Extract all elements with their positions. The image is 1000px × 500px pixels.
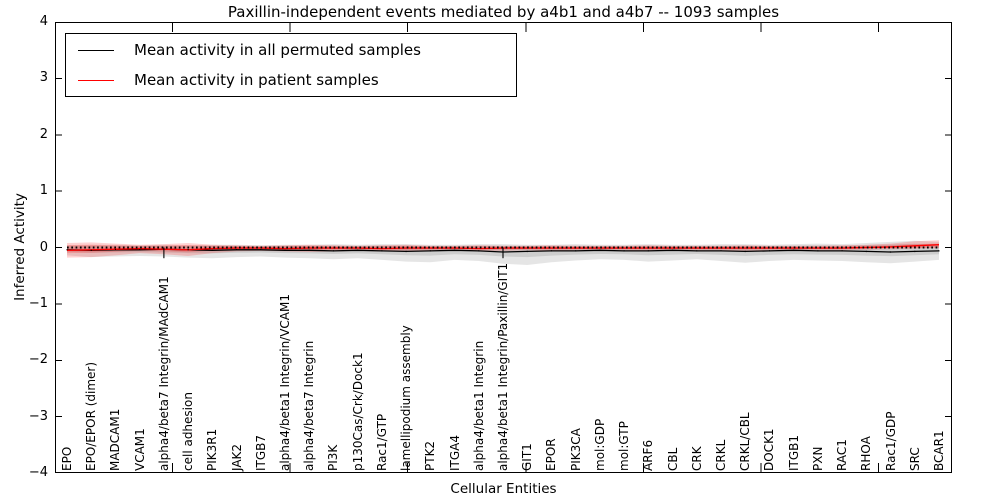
x-tick-label: mol:GTP — [617, 421, 632, 471]
y-tick-label: −4 — [28, 465, 48, 480]
x-tick-label: Rac1/GDP — [883, 411, 898, 471]
legend-box: Mean activity in all permuted samples Mea… — [65, 33, 517, 97]
x-tick-label: CRKL/CBL — [738, 412, 753, 471]
x-tick-label: cell adhesion — [181, 392, 196, 471]
x-tick-label: DOCK1 — [762, 428, 777, 471]
x-tick-label: GIT1 — [520, 443, 535, 471]
chart-title: Paxillin-independent events mediated by … — [227, 3, 780, 21]
y-tick-label: −2 — [28, 352, 48, 368]
y-tick-label: −1 — [28, 295, 48, 311]
legend-label: Mean activity in patient samples — [134, 71, 379, 89]
x-tick-label: EPOR — [544, 438, 559, 471]
y-tick-label: 1 — [39, 183, 48, 199]
plot-area — [55, 22, 952, 473]
x-tick-label: alpha4/beta7 Integrin — [302, 340, 317, 471]
legend-line-sample — [78, 49, 114, 51]
x-tick-label: VCAM1 — [132, 428, 147, 471]
x-tick-label: p130Cas/Crk/Dock1 — [350, 352, 365, 471]
x-tick-label: lamellipodium assembly — [399, 325, 414, 471]
x-tick-label: RAC1 — [835, 439, 850, 471]
legend-entry: Mean activity in all permuted samples — [66, 36, 516, 64]
x-tick-label: PI3K — [326, 444, 341, 471]
x-tick-label: alpha4/beta1 Integrin/VCAM1 — [278, 294, 292, 471]
x-tick-label: JAK2 — [229, 443, 244, 471]
x-tick-label: alpha4/beta7 Integrin/MAdCAM1 — [156, 276, 171, 471]
x-tick-label: CRK — [689, 446, 704, 471]
x-tick-label: CRKL — [714, 439, 728, 471]
x-tick-label: RHOA — [859, 436, 874, 471]
x-tick-label: BCAR1 — [932, 430, 946, 471]
axis-frame — [55, 22, 952, 473]
y-tick-label: 0 — [39, 239, 48, 255]
x-tick-label: PIK3R1 — [205, 428, 220, 471]
x-tick-label: alpha4/beta1 Integrin — [471, 340, 486, 471]
y-tick-label: −3 — [28, 408, 48, 424]
x-tick-label: ITGA4 — [447, 434, 462, 471]
x-tick-label: SRC — [907, 447, 922, 471]
x-tick-label: Rac1/GTP — [374, 413, 389, 471]
y-tick-label: 3 — [39, 70, 48, 86]
x-tick-label: EPO/EPOR (dimer) — [84, 361, 99, 471]
x-tick-label: EPO — [60, 446, 74, 471]
x-tick-label: CBL — [665, 447, 680, 471]
legend-label: Mean activity in all permuted samples — [134, 41, 421, 59]
x-tick-label: ARF6 — [641, 439, 656, 471]
x-tick-label: alpha4/beta1 Integrin/Paxillin/GIT1 — [496, 262, 510, 471]
legend-entry: Mean activity in patient samples — [66, 66, 516, 94]
x-tick-label: PXN — [810, 446, 825, 471]
x-tick-label: ITGB7 — [253, 434, 268, 471]
x-axis-label: Cellular Entities — [450, 481, 557, 497]
x-tick-label: ITGB1 — [786, 434, 801, 471]
x-tick-label: mol:GDP — [592, 418, 607, 471]
y-tick-label: 2 — [39, 126, 48, 142]
legend-line-sample — [78, 79, 114, 81]
x-tick-label: PTK2 — [423, 440, 438, 471]
x-tick-label: PIK3CA — [568, 428, 583, 471]
y-tick-label: 4 — [39, 14, 48, 29]
x-tick-label: MADCAM1 — [108, 408, 123, 471]
